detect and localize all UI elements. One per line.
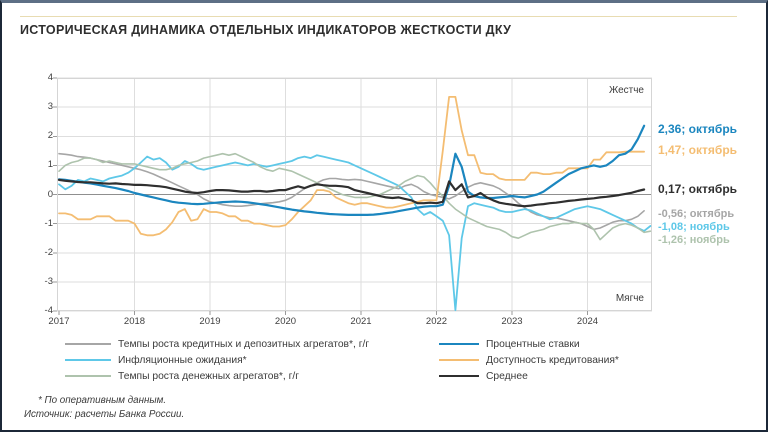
legend-swatch-credit-deposit — [65, 343, 111, 345]
x-tick-label: 2019 — [199, 316, 221, 327]
series-line-inflation_expectations — [58, 154, 652, 312]
legend-swatch-inflation-exp — [65, 359, 111, 361]
page-title: ИСТОРИЧЕСКАЯ ДИНАМИКА ОТДЕЛЬНЫХ ИНДИКАТО… — [20, 23, 512, 37]
end-label-money-agg: -1,26; ноябрь — [658, 234, 730, 246]
plot-border — [57, 78, 652, 311]
x-tick-label: 2017 — [48, 316, 70, 327]
y-tick-label: 0 — [47, 188, 53, 200]
series-line-money_agg_growth — [58, 152, 652, 241]
legend-label-interest-rates: Процентные ставки — [486, 338, 580, 350]
x-tick-label: 2024 — [576, 316, 599, 327]
plot-area — [53, 77, 652, 315]
legend-label-average: Среднее — [486, 370, 528, 382]
x-tick-label: 2020 — [274, 316, 297, 327]
series-line-credit_availability — [58, 95, 645, 237]
y-tick-label: 4 — [47, 72, 53, 83]
y-tick-label: -2 — [44, 246, 53, 258]
tightness-chart: Жестче Мягче 4 3 2 1 0 -1 -2 -3 -4 2017 2018 2019 2… — [2, 3, 766, 430]
top-divider — [20, 16, 737, 17]
y-tick-label: 1 — [47, 159, 53, 171]
legend-column-left: Темпы роста кредитных и депозитных агрег… — [65, 336, 369, 384]
legend-label-money-agg: Темпы роста денежных агрегатов*, г/г — [118, 370, 300, 382]
series-line-interest_rates — [57, 124, 646, 216]
end-label-credit-deposit: -0,56; октябрь — [658, 208, 735, 220]
y-tick-label: -4 — [44, 305, 53, 316]
legend-swatch-credit-availability — [439, 359, 479, 361]
end-label-average: 0,17; октябрь — [658, 182, 738, 196]
legend-label-inflation-exp: Инфляционные ожидания* — [118, 354, 247, 366]
end-label-inflation-exp: -1,08; ноябрь — [658, 221, 730, 233]
legend-label-credit-deposit: Темпы роста кредитных и депозитных агрег… — [118, 338, 370, 350]
end-label-interest-rates: 2,36; октябрь — [658, 122, 738, 136]
legend-swatch-average — [439, 375, 479, 377]
footnote-source: Источник: расчеты Банка России. — [24, 408, 185, 420]
series-line-average — [57, 178, 646, 208]
x-tick-label: 2018 — [123, 316, 146, 327]
y-tick-label: -3 — [44, 275, 53, 287]
x-tick-label: 2023 — [501, 316, 523, 327]
legend-item-credit-deposit: Темпы роста кредитных и депозитных агрег… — [65, 336, 369, 352]
end-label-credit-availability: 1,47; октябрь — [658, 143, 738, 157]
legend-swatch-interest-rates — [439, 343, 479, 345]
y-tick-label: -1 — [44, 217, 53, 229]
y-tick-label: 2 — [47, 130, 53, 142]
legend-item-inflation-exp: Инфляционные ожидания* — [65, 352, 369, 368]
footnote-operational-data: * По оперативным данным. — [38, 395, 167, 406]
x-tick-label: 2021 — [350, 316, 372, 327]
legend-column-right: Процентные ставки Доступность кредитован… — [439, 336, 619, 384]
footnotes: * По оперативным данным. Источник: расче… — [24, 394, 184, 421]
legend-item-credit-availability: Доступность кредитования* — [439, 352, 619, 368]
chart-canvas — [53, 77, 652, 315]
legend-label-credit-availability: Доступность кредитования* — [486, 354, 619, 366]
x-tick-label: 2022 — [425, 316, 448, 327]
y-tick-label: 3 — [47, 101, 53, 113]
legend-item-interest-rates: Процентные ставки — [439, 336, 619, 352]
legend-swatch-money-agg — [65, 375, 111, 377]
legend-item-average: Среднее — [439, 368, 619, 384]
legend-item-money-agg: Темпы роста денежных агрегатов*, г/г — [65, 368, 369, 384]
